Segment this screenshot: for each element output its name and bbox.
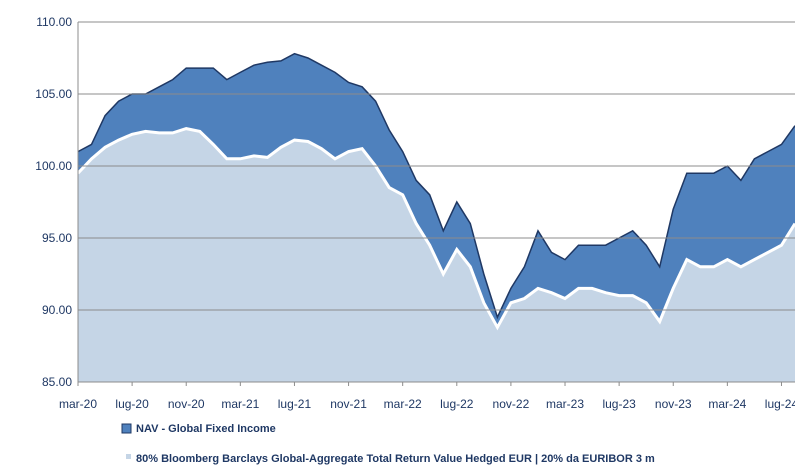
x-tick-label: nov-20 [168, 397, 205, 411]
x-tick-label: mar-22 [384, 397, 422, 411]
y-tick-label: 100.00 [35, 159, 72, 173]
x-tick-label: lug-20 [115, 397, 149, 411]
y-tick-label: 110.00 [36, 15, 72, 29]
x-tick-label: lug-21 [278, 397, 312, 411]
x-tick-label: mar-20 [59, 397, 97, 411]
y-tick-label: 85.00 [42, 375, 72, 389]
x-tick-label: nov-21 [330, 397, 367, 411]
x-tick-label: mar-21 [221, 397, 259, 411]
y-tick-label: 105.00 [35, 87, 72, 101]
y-tick-label: 90.00 [42, 303, 72, 317]
area-line [77, 52, 795, 320]
y-tick-label: 95.00 [42, 231, 72, 245]
x-tick-label: lug-23 [602, 397, 636, 411]
x-tick-label: nov-22 [493, 397, 530, 411]
legend-swatch [121, 423, 132, 434]
x-tick-label: mar-24 [708, 397, 746, 411]
x-tick-label: nov-23 [655, 397, 692, 411]
area-line [76, 127, 795, 331]
x-tick-label: lug-22 [440, 397, 474, 411]
x-tick-label: lug-24 [765, 397, 795, 411]
legend-label: NAV - Global Fixed Income [136, 423, 276, 435]
legend-label: 80% Bloomberg Barclays Global-Aggregate … [136, 453, 655, 465]
legend-swatch [126, 454, 131, 459]
area [78, 128, 795, 382]
x-tick-label: mar-23 [546, 397, 584, 411]
